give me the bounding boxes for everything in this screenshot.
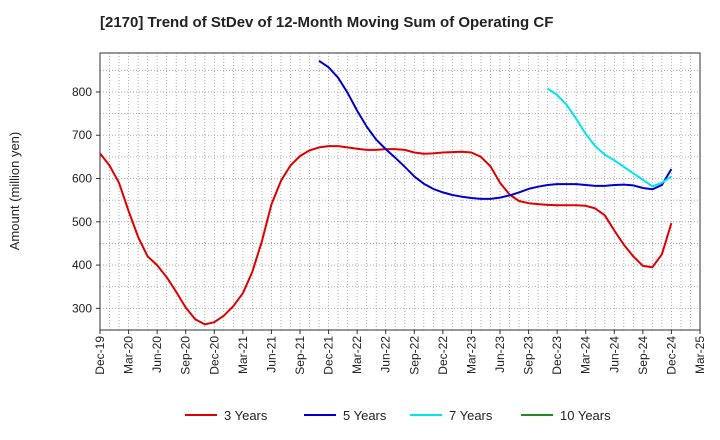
- y-tick-label: 500: [72, 215, 92, 229]
- x-tick-label: Dec-22: [436, 336, 450, 375]
- x-tick-label: Jun-20: [150, 336, 164, 373]
- x-tick-label: Jun-24: [607, 336, 621, 373]
- series-line-7-years: [547, 87, 672, 188]
- x-tick-label: Mar-21: [236, 336, 250, 374]
- legend-label: 7 Years: [449, 408, 493, 423]
- x-tick-label: Dec-20: [207, 336, 221, 375]
- x-tick-label: Mar-20: [122, 336, 136, 374]
- y-tick-label: 800: [72, 85, 92, 99]
- y-tick-label: 400: [72, 258, 92, 272]
- x-tick-label: Jun-22: [379, 336, 393, 373]
- x-tick-label: Jun-23: [493, 336, 507, 373]
- x-tick-label: Dec-24: [664, 336, 678, 375]
- y-tick-label: 300: [72, 301, 92, 315]
- series-layer: [99, 59, 673, 326]
- y-tick-label: 600: [72, 172, 92, 186]
- series-line-3-years: [99, 145, 673, 326]
- x-tick-label: Mar-24: [579, 336, 593, 374]
- x-tick-label: Mar-22: [350, 336, 364, 374]
- chart-title: [2170] Trend of StDev of 12-Month Moving…: [100, 14, 554, 31]
- x-tick-label: Dec-19: [93, 336, 107, 375]
- grid-layer: [99, 53, 701, 330]
- x-tick-label: Mar-23: [464, 336, 478, 374]
- x-tick-label: Sep-22: [407, 336, 421, 375]
- legend: 3 Years 5 Years 7 Years 10 Years: [185, 408, 611, 423]
- y-axis-ticks: 300 400 500 600 700 800: [72, 85, 100, 315]
- x-tick-label: Sep-24: [636, 336, 650, 375]
- x-tick-label: Jun-21: [264, 336, 278, 373]
- legend-label: 3 Years: [224, 408, 268, 423]
- x-tick-label: Sep-20: [179, 336, 193, 375]
- x-axis-ticks: Dec-19 Mar-20 Jun-20 Sep-20 Dec-20 Mar-21 Jun-…: [93, 330, 707, 375]
- plot-frame: [99, 52, 701, 331]
- x-tick-label: Dec-21: [322, 336, 336, 375]
- legend-label: 10 Years: [560, 408, 611, 423]
- x-tick-label: Sep-21: [293, 336, 307, 375]
- y-axis-label: Amount (million yen): [7, 132, 22, 251]
- legend-label: 5 Years: [343, 408, 387, 423]
- series-line-5-years: [318, 59, 673, 200]
- x-tick-label: Sep-23: [522, 336, 536, 375]
- x-tick-label: Dec-23: [550, 336, 564, 375]
- y-tick-label: 700: [72, 128, 92, 142]
- x-tick-label: Mar-25: [693, 336, 707, 374]
